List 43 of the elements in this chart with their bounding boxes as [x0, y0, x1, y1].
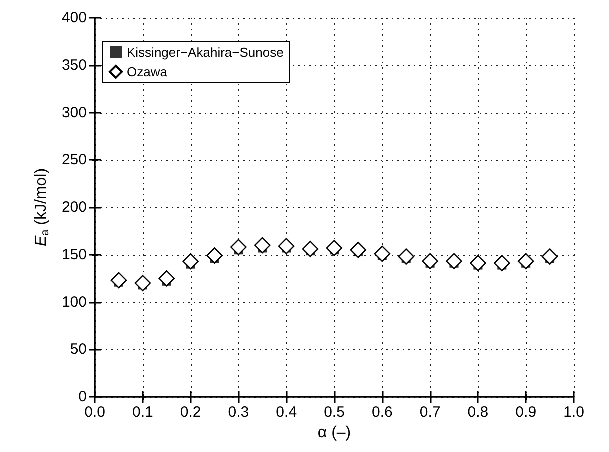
x-tick-label: 0.6 [372, 404, 393, 421]
point [110, 272, 128, 289]
point [158, 270, 175, 287]
x-tick-label: 0.2 [180, 404, 202, 421]
x-tick-label: 0.3 [228, 404, 250, 421]
legend-label: Ozawa [127, 64, 168, 80]
point [134, 275, 152, 292]
point [326, 240, 343, 256]
y-tick-label: 250 [62, 152, 87, 169]
point [518, 253, 534, 270]
x-tick-label: 0.8 [468, 404, 489, 421]
x-axis-title: α (–) [318, 424, 352, 442]
x-tick-label: 0.5 [324, 404, 345, 421]
x-tick-label: 0.7 [420, 404, 441, 421]
y-tick-label: 50 [70, 341, 87, 358]
point [182, 253, 199, 270]
point [542, 248, 558, 265]
y-tick-label: 200 [62, 199, 87, 216]
point [398, 248, 414, 265]
point [470, 255, 486, 272]
y-tick-label: 350 [62, 56, 87, 74]
y-tick-label: 300 [62, 104, 87, 122]
point [206, 248, 223, 264]
legend-label: Kissinger−Akahira−Sunose [127, 45, 284, 60]
point [494, 255, 510, 272]
x-tick-label: 0.1 [132, 404, 154, 421]
point [254, 237, 271, 254]
point [302, 241, 319, 258]
point [278, 238, 295, 254]
y-tick-label: 150 [62, 246, 87, 264]
x-tick-label: 0.0 [84, 404, 106, 421]
y-tick-label: 400 [62, 10, 87, 26]
x-tick-label: 0.4 [276, 404, 298, 421]
point [422, 253, 438, 270]
x-tick-label: 0.9 [516, 404, 537, 421]
point [230, 239, 247, 256]
point [350, 242, 367, 258]
point [374, 246, 391, 262]
point [446, 253, 462, 270]
y-tick-label: 100 [62, 294, 87, 311]
x-tick-label: 1.0 [564, 404, 584, 421]
y-tick-label: 0 [78, 388, 87, 406]
y-axis-title: Ea (kJ/mol) [33, 168, 52, 247]
